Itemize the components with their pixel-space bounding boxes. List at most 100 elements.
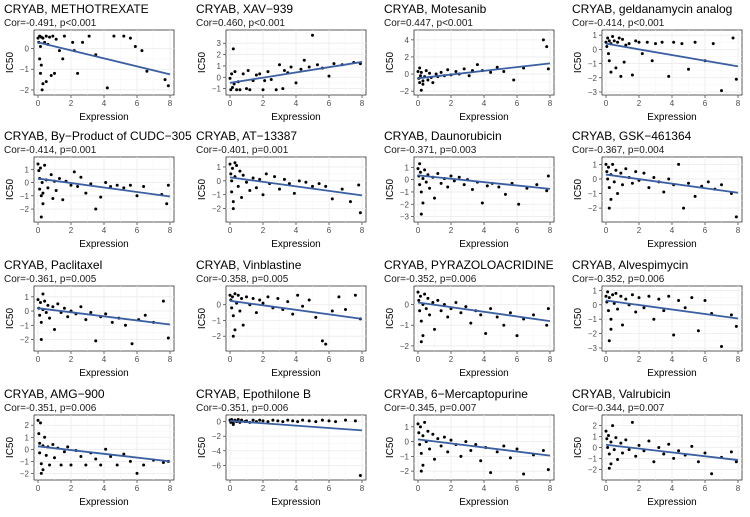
regression-line xyxy=(37,41,171,76)
data-point xyxy=(165,202,169,206)
tick-label-x: 6 xyxy=(703,355,708,364)
data-point xyxy=(645,40,649,44)
tick-label-y: −2 xyxy=(588,204,598,213)
tick-label-y: −3 xyxy=(400,213,410,222)
chart-subtitle: Cor=-0.401, p=0.001 xyxy=(196,145,289,156)
data-point xyxy=(332,62,336,66)
data-point xyxy=(57,177,61,181)
data-point xyxy=(454,300,458,304)
data-point xyxy=(324,184,328,188)
data-point xyxy=(545,45,549,49)
data-point xyxy=(314,420,318,424)
tick-label-y: −6 xyxy=(212,461,222,470)
tick-label-y: 0 xyxy=(593,444,598,453)
chart-subtitle: Cor=-0.345, p=0.007 xyxy=(384,403,477,414)
tick-label-x: 8 xyxy=(168,355,173,364)
y-axis-label: IC50 xyxy=(385,52,396,74)
data-point xyxy=(690,444,694,448)
tick-label-x: 4 xyxy=(482,355,487,364)
tick-label-y: 1 xyxy=(593,160,598,169)
data-point xyxy=(122,452,126,456)
data-point xyxy=(299,67,303,71)
data-point xyxy=(245,87,248,91)
data-point xyxy=(327,74,331,78)
data-point xyxy=(344,307,347,311)
data-point xyxy=(49,73,53,77)
data-point xyxy=(484,332,488,336)
data-point xyxy=(233,328,237,332)
chart-title: CRYAB, Paclitaxel xyxy=(4,258,102,272)
data-point xyxy=(734,460,738,464)
data-point xyxy=(421,201,425,205)
y-axis-label: IC50 xyxy=(573,179,584,201)
data-point xyxy=(687,181,690,185)
data-point xyxy=(647,186,651,190)
data-point xyxy=(607,339,611,343)
data-point xyxy=(630,181,634,185)
data-point xyxy=(605,437,609,441)
data-point xyxy=(662,190,666,194)
data-point xyxy=(38,166,42,170)
tick-label-x: 6 xyxy=(515,484,520,493)
tick-label-y: 0 xyxy=(405,301,410,310)
data-point xyxy=(607,39,611,43)
data-point xyxy=(462,183,466,187)
tick-label-y: 0 xyxy=(405,438,410,447)
x-axis-label: Expression xyxy=(647,368,696,379)
data-point xyxy=(248,189,252,193)
data-point xyxy=(44,453,48,457)
tick-label-x: 4 xyxy=(482,226,487,235)
data-point xyxy=(614,291,618,295)
data-point xyxy=(431,300,435,304)
data-point xyxy=(251,176,255,180)
tick-label-x: 2 xyxy=(261,99,266,108)
tick-label-y: −1 xyxy=(20,65,30,74)
data-point xyxy=(49,173,53,177)
data-point xyxy=(657,446,661,449)
data-point xyxy=(66,445,70,449)
data-point xyxy=(449,174,453,178)
data-point xyxy=(53,71,56,75)
data-point xyxy=(258,298,262,302)
tick-label-x: 6 xyxy=(703,484,708,493)
data-point xyxy=(44,310,48,314)
chart-title: CRYAB, Motesanib xyxy=(384,2,487,16)
data-point xyxy=(246,68,250,72)
tick-label-x: 6 xyxy=(327,484,332,493)
data-point xyxy=(264,172,268,176)
data-point xyxy=(419,319,423,323)
data-point xyxy=(606,290,610,294)
x-axis-label: Expression xyxy=(647,239,696,250)
data-point xyxy=(109,455,113,459)
tick-label-x: 6 xyxy=(327,355,332,364)
data-point xyxy=(94,457,98,461)
data-point xyxy=(51,442,55,446)
data-point xyxy=(419,212,423,216)
data-point xyxy=(546,174,550,178)
data-point xyxy=(428,447,432,451)
data-point xyxy=(38,451,42,455)
tick-label-y: 1 xyxy=(25,433,30,442)
data-point xyxy=(236,293,240,297)
tick-label-x: 4 xyxy=(102,355,107,364)
data-point xyxy=(38,71,42,75)
data-point xyxy=(296,420,300,424)
chart-panel: CRYAB, geldanamycin analog Cor=-0.414, p<… xyxy=(572,2,743,123)
data-point xyxy=(431,432,435,436)
data-point xyxy=(44,80,48,84)
data-point xyxy=(238,309,242,313)
data-point xyxy=(39,320,43,324)
data-point xyxy=(115,463,119,467)
data-point xyxy=(278,187,281,191)
data-point xyxy=(38,187,42,191)
tick-label-y: 0 xyxy=(217,73,222,82)
tick-label-y: −1 xyxy=(212,191,222,200)
data-point xyxy=(446,315,450,319)
y-axis-label: IC50 xyxy=(385,437,396,459)
tick-label-x: 6 xyxy=(703,226,708,235)
tick-label-y: −2 xyxy=(588,330,598,339)
data-point xyxy=(677,162,681,166)
data-point xyxy=(48,35,52,39)
y-axis-label: IC50 xyxy=(573,52,584,74)
data-point xyxy=(416,422,420,426)
